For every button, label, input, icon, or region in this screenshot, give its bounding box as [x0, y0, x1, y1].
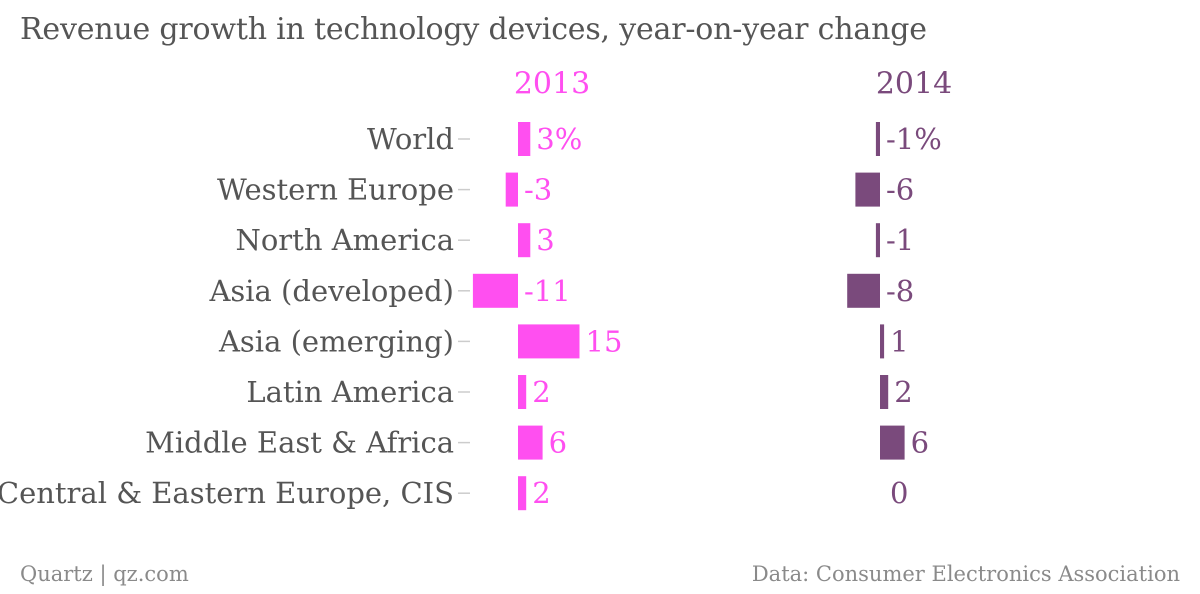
data-label: -3 — [524, 173, 552, 207]
category-label: Asia (developed) — [208, 274, 454, 308]
category-label: World — [367, 122, 454, 156]
series-header: 2014 — [876, 67, 952, 102]
bar — [518, 122, 531, 156]
bar — [505, 172, 518, 207]
bar — [880, 375, 889, 409]
data-label: 1 — [890, 324, 908, 358]
data-label: 6 — [911, 426, 929, 460]
data-label: 6 — [549, 426, 567, 460]
chart-title: Revenue growth in technology devices, ye… — [20, 12, 927, 47]
data-label: -1% — [886, 122, 942, 156]
bar — [472, 273, 518, 308]
data-label: 3% — [536, 122, 582, 156]
data-label: 2 — [532, 476, 550, 510]
data-label: -8 — [886, 274, 914, 308]
category-label: Latin America — [246, 375, 454, 409]
bar — [518, 375, 527, 409]
data-label: 3 — [536, 223, 554, 257]
data-label: -1 — [886, 223, 914, 257]
data-label: 2 — [532, 375, 550, 409]
data-credit: Data: Consumer Electronics Association — [751, 562, 1180, 586]
bar — [875, 122, 880, 156]
data-label: -6 — [886, 173, 914, 207]
category-label: Asia (emerging) — [218, 324, 454, 358]
bar — [518, 324, 580, 359]
bar — [518, 425, 543, 460]
bar — [855, 172, 880, 207]
category-label: Middle East & Africa — [145, 426, 454, 460]
data-label: 0 — [890, 476, 908, 510]
bar — [880, 425, 905, 460]
data-label: 2 — [894, 375, 912, 409]
bar — [518, 476, 527, 511]
category-label: North America — [235, 223, 454, 257]
bar — [847, 273, 880, 308]
category-label: Central & Eastern Europe, CIS — [0, 476, 454, 510]
data-label: -11 — [524, 274, 571, 308]
category-label: Western Europe — [217, 173, 454, 207]
bar — [875, 223, 880, 258]
bar — [518, 223, 531, 258]
series-header: 2013 — [514, 67, 590, 102]
data-label: 15 — [586, 324, 623, 358]
bar — [880, 324, 885, 359]
source-credit: Quartz | qz.com — [20, 562, 189, 586]
